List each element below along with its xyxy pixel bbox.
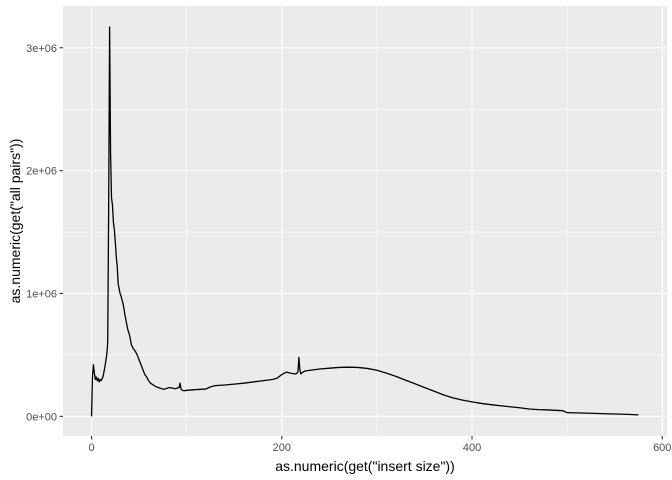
y-axis: 0e+00 1e+06 2e+06 3e+06 (26, 43, 63, 423)
x-axis-title: as.numeric(get("insert size")) (275, 458, 455, 474)
plot-panel (63, 6, 667, 436)
x-tick-label: 400 (463, 442, 481, 454)
y-tick-label: 1e+06 (26, 288, 57, 300)
x-tick-label: 200 (273, 442, 291, 454)
grid-minor (63, 6, 667, 436)
y-tick-label: 2e+06 (26, 166, 57, 178)
x-axis: 0 200 400 600 (88, 436, 671, 454)
y-tick-label: 3e+06 (26, 43, 57, 55)
grid-major (63, 6, 667, 436)
y-axis-title: as.numeric(get("all pairs")) (7, 139, 23, 304)
x-tick-label: 0 (88, 442, 94, 454)
y-tick-label: 0e+00 (26, 411, 57, 423)
x-tick-label: 600 (653, 442, 671, 454)
series-line (90, 26, 639, 417)
